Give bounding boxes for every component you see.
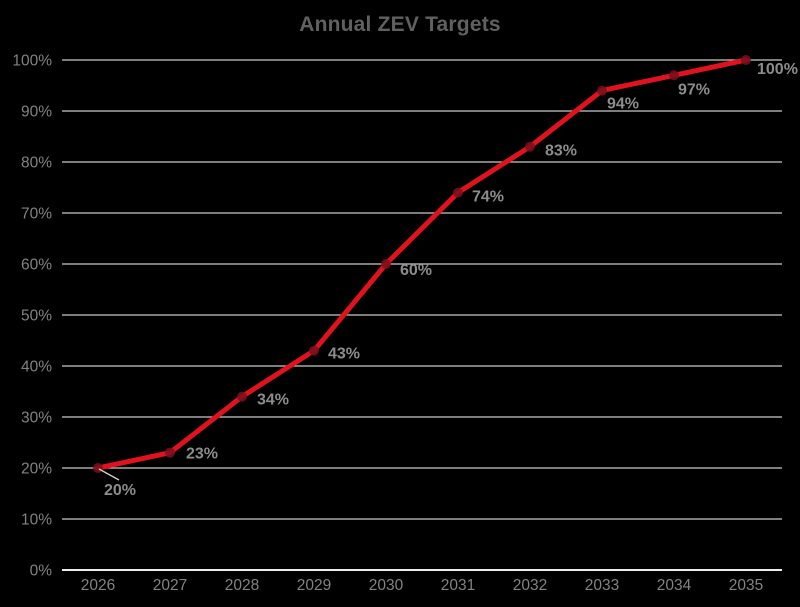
data-label: 23% <box>186 446 218 463</box>
y-axis-tick-label: 20% <box>21 461 52 478</box>
x-axis-tick-label: 2034 <box>657 577 692 594</box>
data-point-marker <box>381 259 391 269</box>
x-axis-tick-label: 2032 <box>513 577 547 594</box>
y-axis-tick-label: 30% <box>21 410 52 427</box>
data-point-marker <box>597 85 607 96</box>
x-axis-tick-label: 2035 <box>729 577 763 594</box>
x-axis-tick-label: 2026 <box>81 577 115 594</box>
data-point-marker <box>669 70 679 81</box>
y-axis-tick-label: 40% <box>21 359 52 376</box>
data-label: 94% <box>607 96 639 113</box>
data-label: 60% <box>400 262 432 279</box>
x-axis-tick-label: 2027 <box>153 577 187 594</box>
y-axis-tick-label: 0% <box>30 563 53 580</box>
data-point-marker <box>741 55 751 65</box>
data-point-marker <box>165 447 175 458</box>
label-leader-line <box>98 468 120 481</box>
data-label: 34% <box>257 392 289 409</box>
y-axis-tick-label: 70% <box>21 206 52 223</box>
data-label: 20% <box>104 482 136 499</box>
data-label: 74% <box>472 189 504 206</box>
y-axis-tick-label: 90% <box>21 104 52 121</box>
x-axis-tick-label: 2033 <box>585 577 619 594</box>
y-axis-tick-label: 10% <box>21 512 52 529</box>
data-point-marker <box>525 141 535 152</box>
data-label: 43% <box>328 346 360 363</box>
data-point-marker <box>237 391 247 402</box>
y-axis-tick-label: 100% <box>12 53 52 70</box>
data-point-marker <box>309 345 319 356</box>
y-axis-tick-label: 80% <box>21 155 52 172</box>
y-axis-tick-label: 50% <box>21 308 52 325</box>
data-point-marker <box>93 463 103 473</box>
data-label: 97% <box>678 81 710 98</box>
zev-series-line <box>95 57 749 471</box>
y-axis-tick-label: 60% <box>21 257 52 274</box>
data-label: 83% <box>545 143 577 160</box>
data-point-marker <box>453 187 463 198</box>
x-axis-tick-label: 2030 <box>369 577 404 594</box>
x-axis-tick-label: 2031 <box>441 577 475 594</box>
x-axis-tick-label: 2028 <box>225 577 259 594</box>
data-label: 100% <box>757 61 798 78</box>
chart-title: Annual ZEV Targets <box>299 13 501 36</box>
x-axis-tick-label: 2029 <box>297 577 331 594</box>
